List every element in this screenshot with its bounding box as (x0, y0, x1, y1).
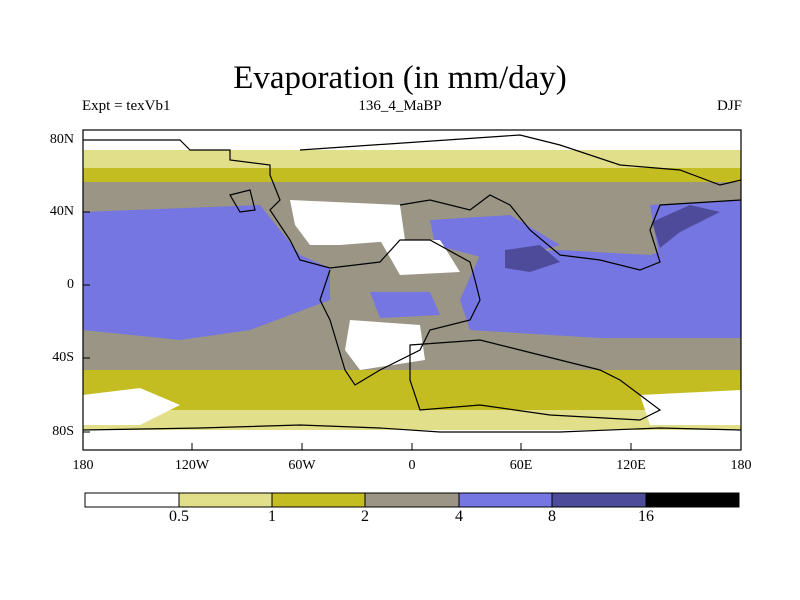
tethys-dark (505, 245, 560, 272)
colorbar-segment (458, 492, 553, 508)
antarctic-white (83, 430, 741, 450)
lat-label: 0 (67, 277, 74, 292)
colorbar-label: 1 (268, 508, 276, 525)
northern-coastline (299, 134, 742, 186)
colorbar-segment (645, 492, 740, 508)
season-label: DJF (716, 98, 742, 114)
lon-label: 120E (616, 458, 646, 473)
lon-label: 180 (72, 458, 94, 473)
evaporation-field (83, 135, 741, 450)
period-label: 136_4_MaBP (358, 98, 442, 114)
axis-ticks (82, 139, 742, 450)
coastlines (82, 134, 742, 433)
lon-label: 60W (288, 458, 316, 473)
kuroshio-dark (652, 205, 720, 248)
antarctic-coastline (82, 424, 742, 433)
colorbar-label: 2 (361, 508, 369, 525)
southern-continent-coastline (409, 339, 662, 421)
lon-label: 120W (174, 458, 210, 473)
colorbar (84, 492, 740, 508)
colorbar-segment (84, 492, 180, 508)
colorbar-segment (271, 492, 366, 508)
colorbar-segment (551, 492, 647, 508)
island-coastline (229, 189, 256, 213)
lon-label: 60E (509, 458, 533, 473)
lon-label: 0 (408, 458, 416, 473)
experiment-label: Expt = texVb1 (82, 98, 171, 114)
lat-label: 80N (49, 132, 74, 147)
pacific-blue (83, 205, 330, 340)
lat-label: 40S (52, 350, 74, 365)
south-pacific-white (83, 388, 180, 425)
colorbar-label: 0.5 (169, 508, 189, 525)
lat-label: 40N (49, 204, 74, 219)
americas-coastline (83, 139, 481, 386)
north-america-land (290, 200, 405, 245)
north-africa-land (380, 240, 460, 275)
colorbar-label: 16 (638, 508, 654, 525)
lat-label: 80S (52, 424, 74, 439)
colorbar-label: 4 (455, 508, 463, 525)
south-east-white (640, 390, 741, 425)
colorbar-segment (178, 492, 273, 508)
map-panel (82, 129, 742, 451)
eurasia-coastline (399, 194, 742, 271)
lon-label: 180 (730, 458, 752, 473)
colorbar-segment (364, 492, 460, 508)
colorbar-label: 8 (548, 508, 556, 525)
map-title: Evaporation (in mm/day) (233, 60, 567, 96)
atlantic-blue-patch (370, 292, 440, 318)
